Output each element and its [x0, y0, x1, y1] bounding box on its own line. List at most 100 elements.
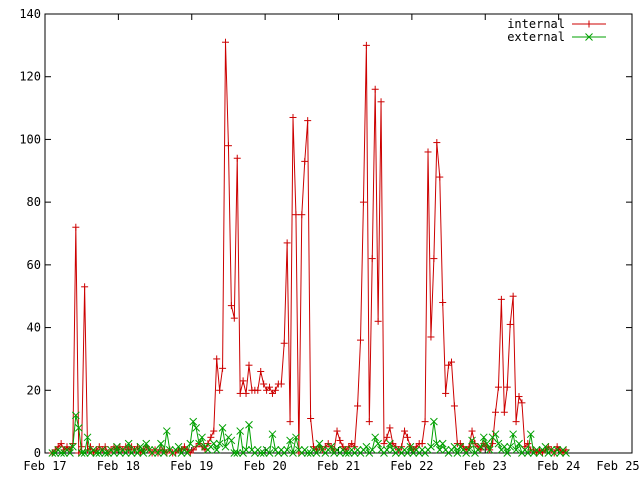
data-point-external — [438, 439, 447, 448]
data-point-external — [368, 446, 377, 454]
data-point-internal — [368, 255, 376, 263]
data-point-external — [110, 449, 118, 457]
x-tick-label: Feb 19 — [170, 459, 213, 473]
data-point-internal — [222, 38, 230, 46]
data-point-internal — [386, 424, 394, 432]
data-point-external — [142, 439, 151, 448]
series-layer — [48, 38, 570, 457]
y-tick-label: 20 — [27, 383, 41, 397]
data-point-external — [500, 442, 509, 451]
data-point-external — [77, 449, 86, 457]
y-axis-ticks: 0 20 40 60 80 100 120 140 — [19, 7, 632, 460]
data-point-internal — [401, 427, 409, 435]
data-point-external — [133, 449, 142, 457]
data-point-internal — [292, 211, 300, 219]
data-point-internal — [494, 383, 502, 391]
data-point-internal — [383, 433, 391, 441]
data-point-external — [468, 436, 476, 445]
data-point-external — [526, 430, 535, 439]
data-point-external — [124, 439, 133, 448]
data-point-external — [523, 449, 532, 457]
legend-label-internal: internal — [507, 17, 565, 31]
data-point-internal — [57, 440, 65, 448]
data-point-external — [218, 424, 227, 432]
data-point-external — [427, 442, 435, 451]
data-point-external — [236, 427, 245, 435]
data-point-external — [403, 449, 412, 457]
data-point-internal — [354, 402, 362, 410]
data-point-internal — [213, 355, 221, 363]
data-point-internal — [427, 333, 435, 341]
data-point-external — [66, 449, 74, 457]
y-tick-label: 140 — [19, 7, 41, 21]
data-point-external — [230, 449, 239, 457]
data-point-external — [198, 433, 206, 442]
x-tick-label: Feb 22 — [390, 459, 433, 473]
data-point-external — [268, 430, 277, 439]
data-point-external — [435, 446, 444, 454]
y-tick-label: 80 — [27, 195, 41, 209]
data-point-external — [183, 449, 192, 457]
data-point-internal — [283, 239, 291, 247]
data-point-external — [315, 439, 324, 448]
data-point-internal — [233, 154, 241, 162]
data-point-internal — [245, 361, 253, 369]
y-tick-label: 0 — [34, 446, 41, 460]
data-point-internal — [301, 157, 309, 165]
data-point-internal — [254, 386, 262, 394]
data-point-internal — [280, 339, 288, 347]
data-point-external — [562, 449, 570, 457]
data-point-external — [136, 442, 145, 451]
plot-axes — [44, 13, 633, 454]
data-point-internal — [239, 377, 247, 385]
data-point-external — [192, 424, 201, 432]
data-point-internal — [257, 367, 265, 375]
data-point-external — [386, 439, 394, 448]
data-point-internal — [421, 418, 429, 426]
data-point-external — [245, 420, 253, 429]
data-point-external — [57, 449, 65, 457]
data-point-internal — [418, 440, 426, 448]
data-point-internal — [333, 427, 341, 435]
data-point-external — [485, 446, 494, 454]
data-point-internal — [286, 418, 294, 426]
data-point-internal — [500, 408, 508, 416]
data-point-external — [303, 449, 312, 457]
data-point-internal — [442, 389, 450, 397]
data-point-internal — [289, 113, 297, 121]
data-point-internal — [377, 98, 385, 106]
data-point-internal — [266, 383, 274, 391]
data-point-internal — [380, 440, 388, 448]
data-point-external — [432, 439, 441, 448]
data-point-internal — [54, 443, 62, 451]
y-tick-label: 100 — [19, 132, 41, 146]
plot-frame — [44, 13, 633, 454]
x-tick-label: Feb 18 — [97, 459, 140, 473]
legend-label-external: external — [507, 30, 565, 44]
data-point-external — [265, 449, 274, 457]
data-point-internal — [450, 402, 458, 410]
data-point-internal — [224, 142, 232, 150]
data-point-internal — [236, 389, 244, 397]
data-point-external — [494, 439, 503, 448]
data-point-internal — [230, 314, 238, 322]
series-internal — [48, 38, 570, 457]
x-tick-label: Feb 23 — [464, 459, 507, 473]
data-point-internal — [430, 255, 438, 263]
data-point-internal — [63, 443, 71, 451]
data-point-internal — [515, 393, 523, 401]
data-point-internal — [424, 148, 432, 156]
data-point-external — [362, 442, 371, 451]
x-tick-label: Feb 20 — [243, 459, 286, 473]
data-point-external — [256, 449, 265, 457]
data-point-internal — [307, 415, 315, 423]
data-point-external — [242, 446, 250, 454]
data-point-external — [289, 449, 297, 457]
data-point-internal — [242, 389, 250, 397]
data-point-internal — [509, 292, 517, 300]
data-point-external — [71, 411, 80, 420]
data-point-external — [465, 446, 473, 454]
data-point-external — [101, 449, 110, 457]
data-point-external — [215, 439, 224, 448]
data-point-external — [341, 449, 350, 457]
